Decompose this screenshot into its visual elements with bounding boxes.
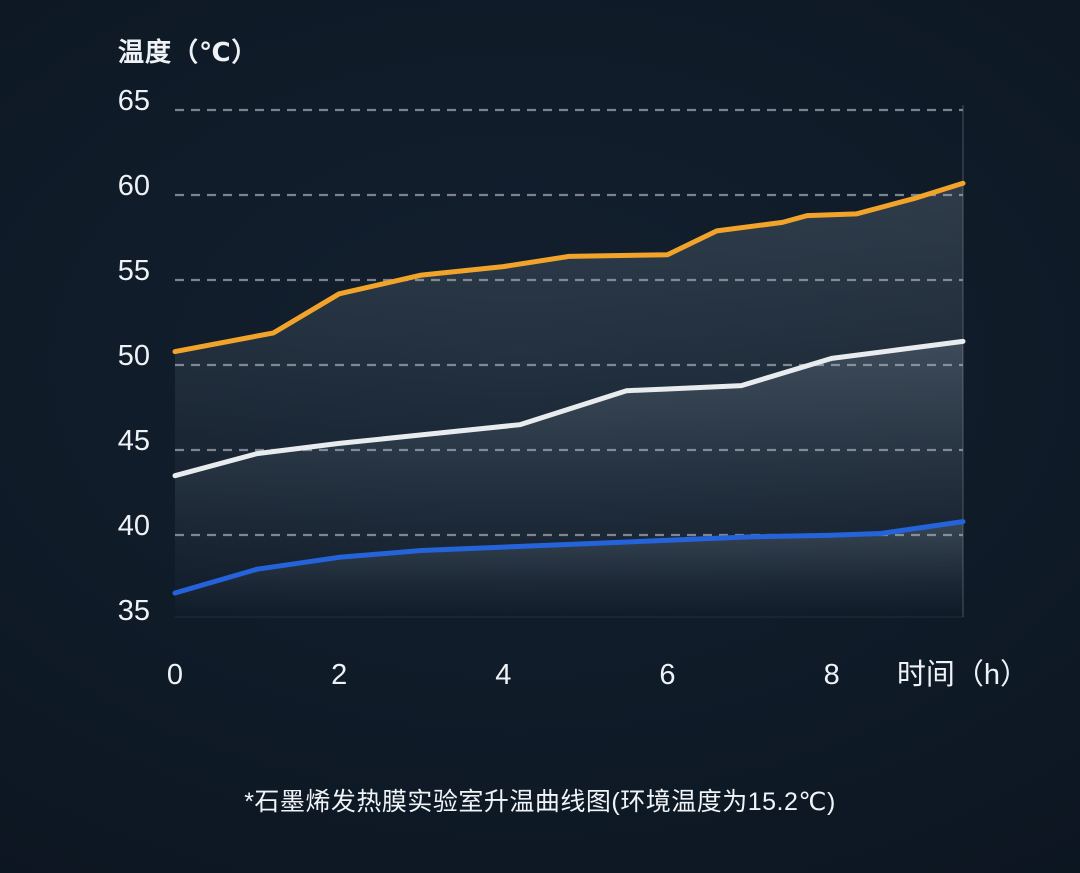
y-axis-title: 温度（℃） (118, 37, 259, 67)
y-tick-label-55: 55 (118, 255, 150, 287)
series-bottom-blue-area (175, 521, 963, 617)
x-tick-label-4: 4 (495, 659, 511, 691)
x-tick-label-6: 6 (659, 659, 675, 691)
series-bottom-blue-line (172, 519, 966, 596)
y-tick-label-60: 60 (118, 170, 150, 202)
x-axis-title: 时间（h） (897, 658, 1029, 691)
x-tick-label-0: 0 (167, 659, 183, 691)
series-middle-white-line (172, 338, 966, 479)
temperature-line-chart: 65 60 55 50 45 40 35 0 2 4 6 8 时间（h） (118, 85, 1029, 691)
y-tick-label-40: 40 (118, 510, 150, 542)
series-top-orange-line (172, 180, 966, 355)
y-tick-label-45: 45 (118, 425, 150, 457)
x-tick-label-2: 2 (331, 659, 347, 691)
x-tick-label-8: 8 (824, 659, 840, 691)
y-tick-label-50: 50 (118, 340, 150, 372)
y-tick-label-65: 65 (118, 85, 150, 117)
y-tick-label-35: 35 (118, 595, 150, 627)
chart-caption: *石墨烯发热膜实验室升温曲线图(环境温度为15.2℃) (244, 788, 836, 816)
